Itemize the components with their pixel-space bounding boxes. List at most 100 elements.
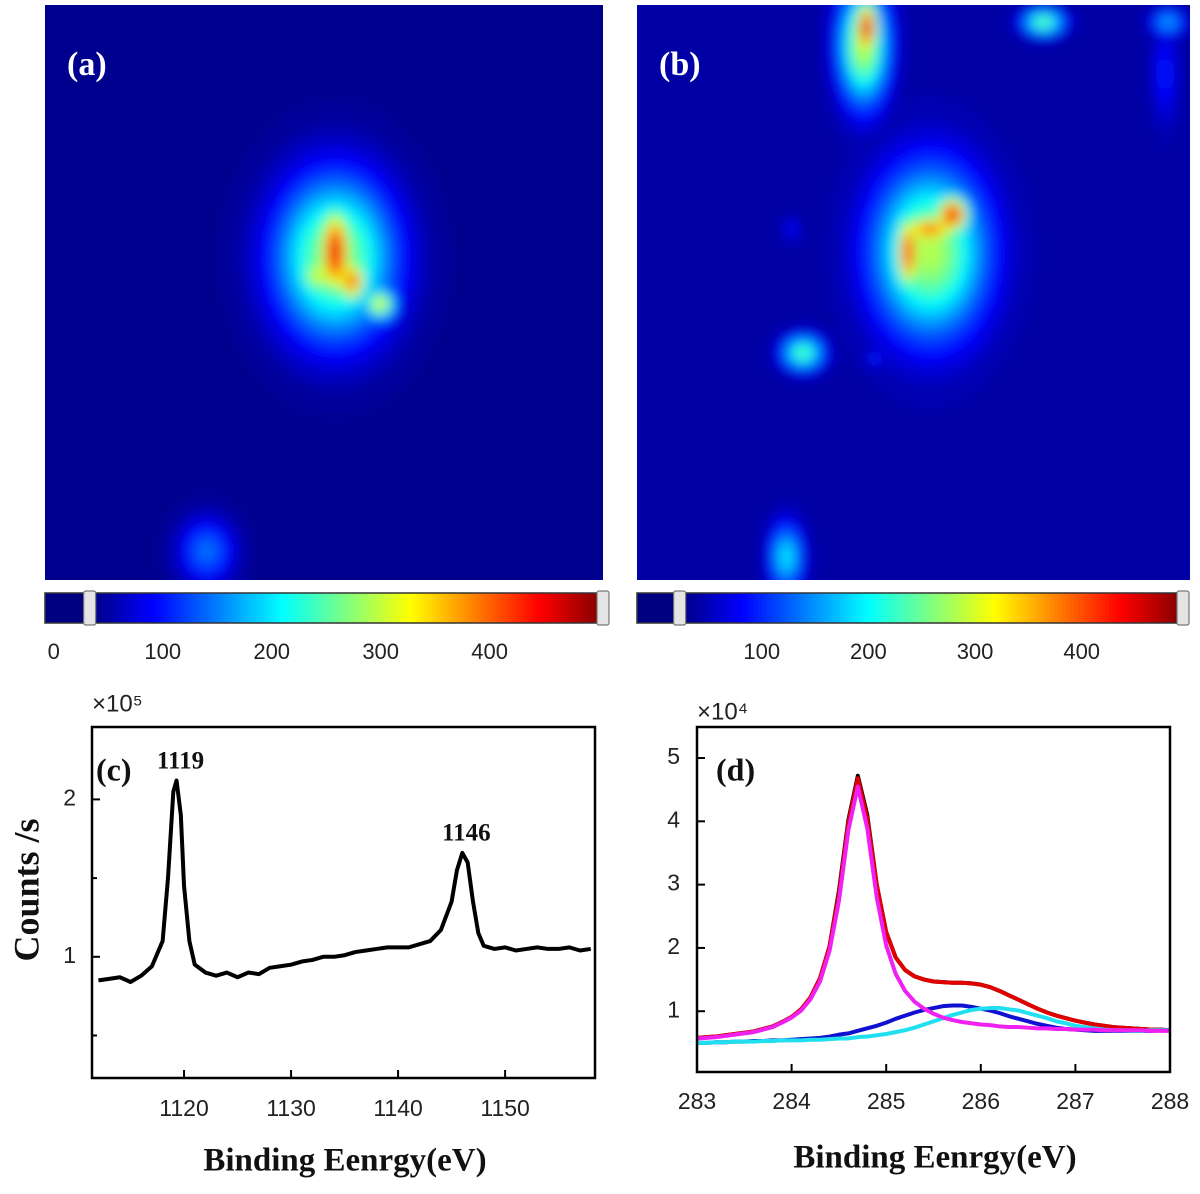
colorbar-segment <box>547 593 552 623</box>
colorbar-segment <box>395 593 401 623</box>
colorbar-segment <box>124 593 130 623</box>
colorbar-segment <box>734 593 739 623</box>
colorbar-segment <box>703 593 708 623</box>
colorbar-segment <box>387 593 393 623</box>
colorbar-segment <box>1042 593 1048 623</box>
colorbar-segment <box>929 593 934 623</box>
colorbar-segment <box>1171 593 1176 623</box>
colorbar-segment <box>60 593 66 623</box>
colorbar-tick-label: 300 <box>957 639 994 664</box>
colorbar-segment <box>785 593 790 623</box>
colorbar-segment <box>789 593 794 623</box>
colorbar-segment <box>288 593 293 623</box>
colorbar-segment <box>1136 593 1141 623</box>
colorbar-segment <box>403 593 409 623</box>
colorbar-segment <box>859 593 864 623</box>
colorbar-segment <box>722 593 728 623</box>
x-tick-label: 287 <box>1056 1088 1094 1114</box>
colorbar-segment <box>539 593 544 623</box>
heatmap-spot <box>782 548 791 566</box>
colorbar-segment <box>890 593 895 623</box>
colorbar-tick-label: 300 <box>362 639 399 664</box>
colorbar-segment <box>220 593 225 623</box>
heatmap-spot <box>199 542 215 561</box>
colorbar-tick-label: 100 <box>743 639 780 664</box>
colorbar-segment <box>351 593 357 623</box>
colorbar-segment <box>459 593 465 623</box>
colorbar-segment <box>172 593 178 623</box>
colorbar-segment <box>236 593 241 623</box>
colorbar-segment <box>96 593 102 623</box>
data-line <box>697 784 1170 1041</box>
colorbar-segment <box>742 593 747 623</box>
colorbar-segment <box>355 593 361 623</box>
heatmap-spot <box>377 301 383 307</box>
data-line <box>98 778 592 984</box>
colorbar-segment <box>972 593 977 623</box>
y-tick-label: 5 <box>667 743 680 769</box>
colorbar-segment <box>1081 593 1087 623</box>
colorbar-segment <box>479 593 485 623</box>
colorbar-segment <box>296 593 301 623</box>
colorbar-segment <box>160 593 166 623</box>
colorbar-segment <box>327 593 333 623</box>
colorbar-segment <box>228 593 233 623</box>
colorbar-segment <box>252 593 257 623</box>
colorbar-segment <box>898 593 903 623</box>
colorbar-segment <box>800 593 806 623</box>
colorbar-segment <box>746 593 751 623</box>
colorbar-segment <box>761 593 767 623</box>
y-multiplier: ×10⁴ <box>697 698 748 725</box>
colorbar-segment <box>304 593 309 623</box>
colorbar-segment <box>1140 593 1145 623</box>
colorbar-segment <box>359 593 365 623</box>
colorbar-segment <box>1128 593 1133 623</box>
colorbar-segment <box>176 593 182 623</box>
colorbar-segment <box>367 593 373 623</box>
colorbar-segment <box>917 593 923 623</box>
colorbar-segment <box>272 593 277 623</box>
colorbar-segment <box>1077 593 1083 623</box>
colorbar-segment <box>995 593 1001 623</box>
colorbar-segment <box>399 593 405 623</box>
colorbar-segment <box>999 593 1005 623</box>
colorbar-segment <box>1151 593 1157 623</box>
colorbar-segment <box>347 593 353 623</box>
heatmap-spot <box>350 279 354 283</box>
colorbar-segment <box>68 593 74 623</box>
x-tick-label: 285 <box>867 1088 905 1114</box>
colorbar-segment <box>48 593 54 623</box>
colorbar-segment <box>140 593 146 623</box>
colorbar-segment <box>419 593 425 623</box>
colorbar-segment <box>108 593 114 623</box>
colorbar-segment <box>882 593 888 623</box>
colorbar-segment <box>443 593 449 623</box>
data-line <box>697 773 1170 1040</box>
colorbar-segment <box>56 593 62 623</box>
colorbar-segment <box>824 593 829 623</box>
colorbar-segment <box>715 593 720 623</box>
colorbar-segment <box>984 593 989 623</box>
colorbar-segment <box>527 593 532 623</box>
colorbar-segment <box>828 593 833 623</box>
colorbar-segment <box>499 593 504 623</box>
colorbar-segment <box>320 593 325 623</box>
heatmap-spot <box>1165 20 1171 25</box>
x-tick-label: 288 <box>1151 1088 1189 1114</box>
colorbar-segment <box>363 593 369 623</box>
colorbar-segment <box>280 593 285 623</box>
colorbar-segment <box>863 593 868 623</box>
colorbar-tick-label: 200 <box>850 639 887 664</box>
panel-label: (b) <box>659 46 701 83</box>
colorbar-segment <box>423 593 429 623</box>
x-tick-label: 1130 <box>266 1095 315 1121</box>
colorbar-segment <box>579 593 584 623</box>
colorbar-segment <box>976 593 981 623</box>
colorbar-segment <box>808 593 814 623</box>
colorbar-segment <box>652 593 658 623</box>
colorbar-segment <box>559 593 564 623</box>
colorbar-segment <box>463 593 469 623</box>
colorbar-tick-label: 200 <box>253 639 290 664</box>
data-line <box>697 776 1170 1040</box>
colorbar-segment <box>691 593 697 623</box>
